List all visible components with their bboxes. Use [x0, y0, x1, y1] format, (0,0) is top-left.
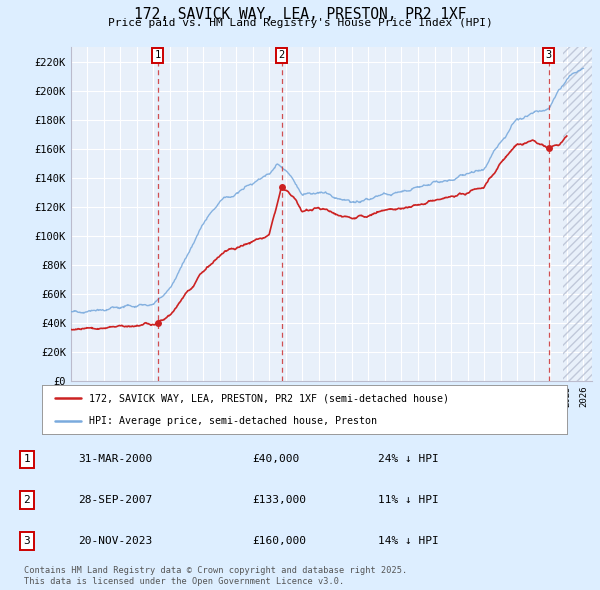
Text: 28-SEP-2007: 28-SEP-2007	[78, 495, 152, 505]
Text: £160,000: £160,000	[252, 536, 306, 546]
Text: 14% ↓ HPI: 14% ↓ HPI	[378, 536, 439, 546]
Text: 1: 1	[23, 454, 31, 464]
Text: 172, SAVICK WAY, LEA, PRESTON, PR2 1XF: 172, SAVICK WAY, LEA, PRESTON, PR2 1XF	[134, 6, 466, 22]
Text: HPI: Average price, semi-detached house, Preston: HPI: Average price, semi-detached house,…	[89, 415, 377, 425]
Text: 11% ↓ HPI: 11% ↓ HPI	[378, 495, 439, 505]
Text: £133,000: £133,000	[252, 495, 306, 505]
Text: Contains HM Land Registry data © Crown copyright and database right 2025.
This d: Contains HM Land Registry data © Crown c…	[24, 566, 407, 586]
Text: 24% ↓ HPI: 24% ↓ HPI	[378, 454, 439, 464]
Text: 2: 2	[23, 495, 31, 505]
Text: 2: 2	[278, 50, 285, 60]
Text: 1: 1	[154, 50, 161, 60]
Text: 3: 3	[23, 536, 31, 546]
Text: £40,000: £40,000	[252, 454, 299, 464]
Text: 20-NOV-2023: 20-NOV-2023	[78, 536, 152, 546]
Text: Price paid vs. HM Land Registry's House Price Index (HPI): Price paid vs. HM Land Registry's House …	[107, 18, 493, 28]
Text: 31-MAR-2000: 31-MAR-2000	[78, 454, 152, 464]
Text: 3: 3	[545, 50, 552, 60]
Text: 172, SAVICK WAY, LEA, PRESTON, PR2 1XF (semi-detached house): 172, SAVICK WAY, LEA, PRESTON, PR2 1XF (…	[89, 394, 449, 404]
